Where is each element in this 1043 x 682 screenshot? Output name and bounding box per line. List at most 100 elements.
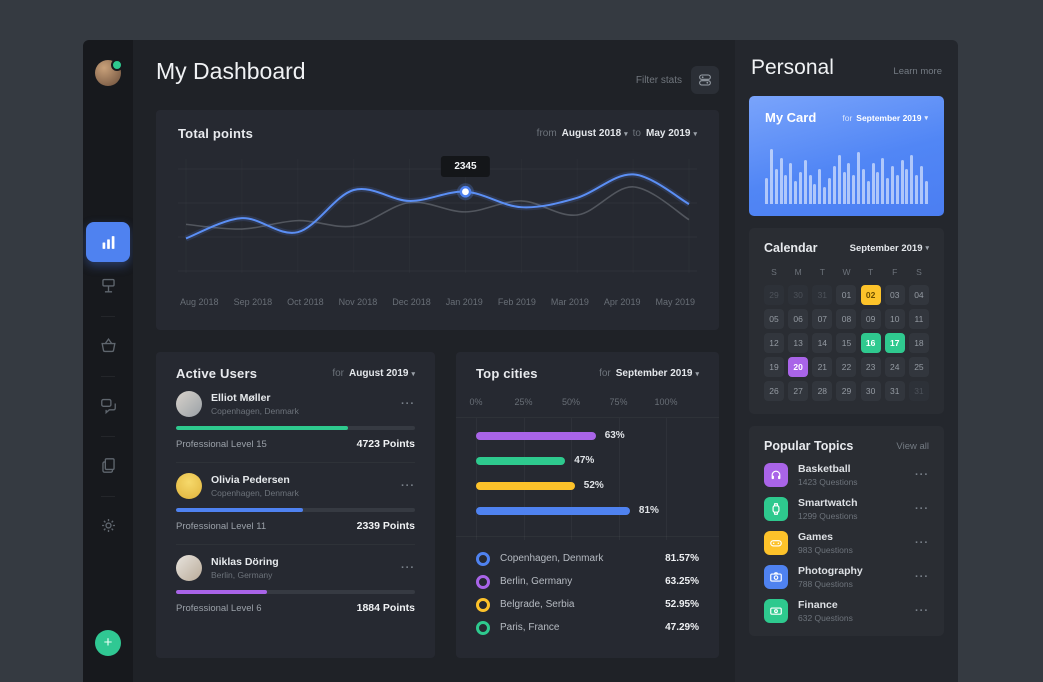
x-axis-tick: Nov 2018 bbox=[338, 297, 378, 307]
total-points-title: Total points bbox=[178, 126, 254, 141]
calendar-date-cell[interactable]: 12 bbox=[764, 333, 784, 353]
sparkline-bar bbox=[871, 163, 875, 204]
signpost-icon bbox=[99, 276, 118, 295]
calendar-date-cell[interactable]: 29 bbox=[764, 285, 784, 305]
to-date-dropdown[interactable]: May 2019 ▾ bbox=[646, 128, 697, 139]
sparkline-bar bbox=[774, 169, 778, 204]
bar-value-label: 47% bbox=[574, 455, 595, 466]
legend-value: 47.29% bbox=[665, 622, 699, 633]
calendar-date-cell[interactable]: 27 bbox=[788, 381, 809, 401]
topic-name: Smartwatch bbox=[798, 497, 858, 509]
calendar-date-cell[interactable]: 31 bbox=[812, 285, 833, 305]
my-card-period-dropdown[interactable]: September 2019 ▾ bbox=[856, 112, 928, 123]
calendar-date-cell[interactable]: 14 bbox=[812, 333, 833, 353]
for-label: for bbox=[332, 368, 345, 379]
learn-more-link[interactable]: Learn more bbox=[893, 66, 942, 77]
calendar-date-cell[interactable]: 13 bbox=[788, 333, 809, 353]
line-chart-svg bbox=[178, 168, 697, 272]
bar-value-label: 63% bbox=[604, 430, 625, 441]
calendar-date-cell[interactable]: 18 bbox=[908, 333, 929, 353]
sidebar-item-basket[interactable] bbox=[86, 325, 130, 365]
sidebar-item-documents[interactable] bbox=[86, 445, 130, 485]
my-card-title: My Card bbox=[765, 110, 817, 125]
topic-row: Finance 632 Questions ··· bbox=[764, 599, 929, 623]
sparkline-bar bbox=[808, 175, 812, 204]
calendar-date-cell[interactable]: 09 bbox=[860, 309, 881, 329]
more-options-button[interactable]: ··· bbox=[915, 605, 929, 617]
more-options-button[interactable]: ··· bbox=[915, 571, 929, 583]
more-options-button[interactable]: ··· bbox=[401, 398, 415, 410]
basket-icon bbox=[99, 336, 118, 355]
x-axis-tick: May 2019 bbox=[655, 297, 695, 307]
calendar-date-cell[interactable]: 15 bbox=[836, 333, 857, 353]
my-card: My Card for September 2019 ▾ bbox=[749, 96, 944, 216]
sidebar-item-signpost[interactable] bbox=[86, 265, 130, 305]
calendar-date-cell[interactable]: 08 bbox=[836, 309, 857, 329]
calendar-date-cell[interactable]: 06 bbox=[788, 309, 809, 329]
user-avatar[interactable] bbox=[95, 59, 123, 86]
calendar-date-cell[interactable]: 01 bbox=[836, 285, 857, 305]
my-card-sparkline bbox=[765, 146, 928, 204]
add-button[interactable]: + bbox=[95, 630, 121, 656]
top-cities-period-dropdown[interactable]: September 2019 ▾ bbox=[615, 368, 699, 379]
divider bbox=[456, 536, 719, 537]
bar-value-label: 81% bbox=[638, 505, 659, 516]
calendar-date-cell[interactable]: 30 bbox=[788, 285, 809, 305]
legend-value: 52.95% bbox=[665, 599, 699, 610]
calendar-date-cell[interactable]: 03 bbox=[884, 285, 905, 305]
user-name: Elliot Møller bbox=[211, 392, 271, 404]
legend-city: Belgrade, Serbia bbox=[500, 599, 575, 610]
sidebar: + bbox=[83, 40, 133, 682]
view-all-link[interactable]: View all bbox=[896, 440, 929, 452]
users-list: Elliot Møller Copenhagen, Denmark ··· Profe… bbox=[176, 381, 415, 626]
gridline bbox=[618, 418, 620, 540]
calendar-date-cell[interactable]: 23 bbox=[860, 357, 881, 377]
calendar-date-cell[interactable]: 28 bbox=[812, 381, 833, 401]
calendar-date-cell[interactable]: 16 bbox=[860, 333, 881, 353]
sidebar-item-gear[interactable] bbox=[86, 505, 130, 545]
headphones-icon bbox=[764, 463, 788, 487]
filter-button[interactable] bbox=[691, 66, 719, 94]
topic-questions: 983 Questions bbox=[798, 545, 853, 555]
calendar-date-cell[interactable]: 04 bbox=[908, 285, 929, 305]
more-options-button[interactable]: ··· bbox=[401, 562, 415, 574]
from-date-dropdown[interactable]: August 2018 ▾ bbox=[561, 128, 628, 139]
calendar-date-cell[interactable]: 25 bbox=[908, 357, 929, 377]
more-options-button[interactable]: ··· bbox=[915, 469, 929, 481]
calendar-date-cell[interactable]: 31 bbox=[884, 381, 905, 401]
sparkline-bar bbox=[798, 172, 802, 204]
calendar-date-cell[interactable]: 19 bbox=[764, 357, 784, 377]
chevron-down-icon: ▾ bbox=[624, 130, 628, 138]
calendar-date-cell[interactable]: 24 bbox=[884, 357, 905, 377]
active-users-period-dropdown[interactable]: August 2019 ▾ bbox=[349, 368, 415, 379]
topic-questions: 1423 Questions bbox=[798, 477, 858, 487]
calendar-date-cell[interactable]: 07 bbox=[812, 309, 833, 329]
sidebar-item-bar-chart[interactable] bbox=[86, 222, 130, 262]
more-options-button[interactable]: ··· bbox=[915, 503, 929, 515]
gear-icon bbox=[99, 516, 118, 535]
sparkline-bar bbox=[827, 178, 831, 204]
gridline bbox=[476, 418, 477, 540]
legend-row: Paris, France 47.29% bbox=[476, 616, 699, 639]
calendar-date-cell[interactable]: 20 bbox=[788, 357, 809, 377]
sidebar-item-chat[interactable] bbox=[86, 385, 130, 425]
calendar-date-cell[interactable]: 21 bbox=[812, 357, 833, 377]
calendar-date-cell[interactable]: 10 bbox=[884, 309, 905, 329]
calendar-date-cell[interactable]: 05 bbox=[764, 309, 784, 329]
x-axis-tick: Aug 2018 bbox=[180, 297, 219, 307]
calendar-date-cell[interactable]: 11 bbox=[908, 309, 929, 329]
calendar-period-dropdown[interactable]: September 2019 ▾ bbox=[849, 242, 929, 254]
calendar-date-cell[interactable]: 17 bbox=[884, 333, 905, 353]
calendar-date-cell[interactable]: 29 bbox=[836, 381, 857, 401]
x-axis-tick: Feb 2019 bbox=[497, 297, 536, 307]
online-status-dot bbox=[111, 59, 123, 71]
progress-bar bbox=[176, 590, 415, 594]
more-options-button[interactable]: ··· bbox=[915, 537, 929, 549]
more-options-button[interactable]: ··· bbox=[401, 480, 415, 492]
calendar-date-cell[interactable]: 26 bbox=[764, 381, 784, 401]
calendar-date-cell[interactable]: 02 bbox=[860, 285, 881, 305]
user-points: 4723 Points bbox=[356, 438, 415, 450]
calendar-date-cell[interactable]: 30 bbox=[860, 381, 881, 401]
calendar-date-cell[interactable]: 31 bbox=[908, 381, 929, 401]
calendar-date-cell[interactable]: 22 bbox=[836, 357, 857, 377]
